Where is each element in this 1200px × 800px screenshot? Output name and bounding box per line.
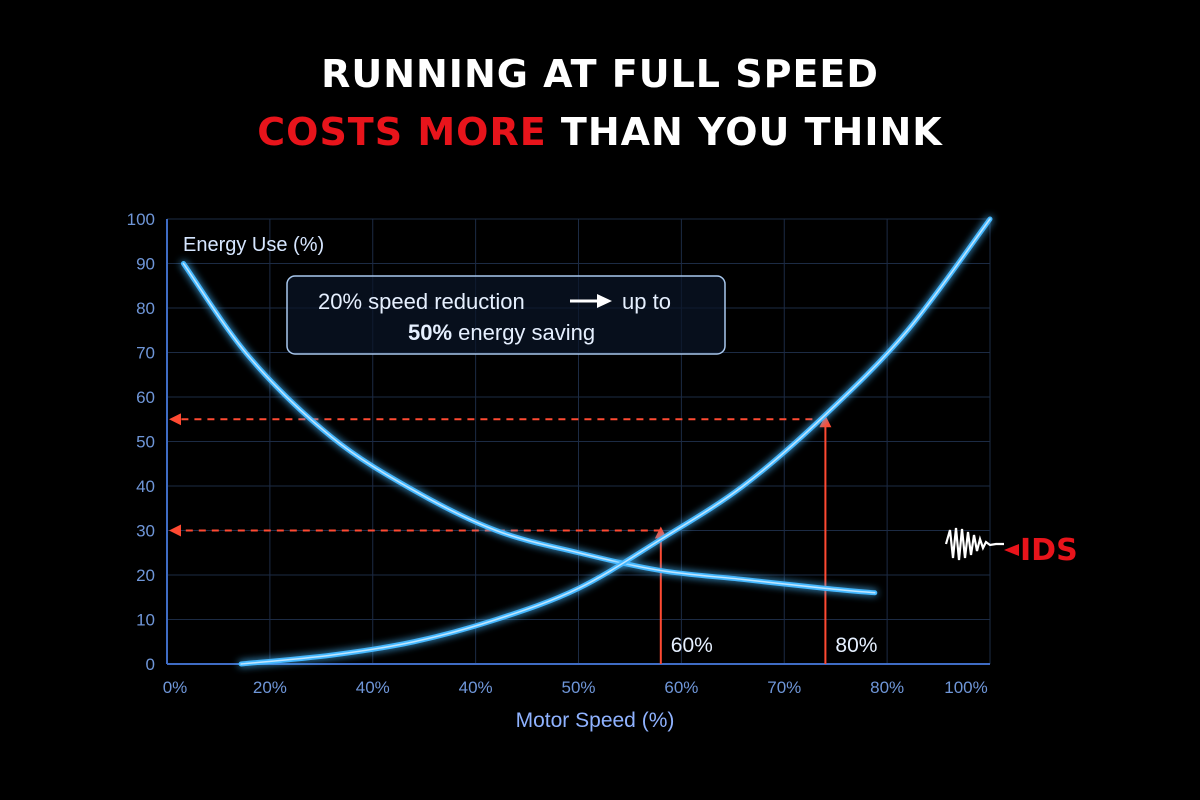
x-tick-label: 40%	[459, 678, 493, 697]
marker-label: 80%	[835, 634, 877, 657]
y-tick-label: 90	[136, 255, 155, 274]
x-tick-label: 20%	[253, 678, 287, 697]
callout-line2-bold: 50%	[408, 320, 452, 345]
x-tick-label: 0%	[163, 678, 188, 697]
arrow-right-icon	[570, 294, 612, 308]
headline-line-2: COSTS MORE THAN YOU THINK	[0, 110, 1200, 154]
y-tick-label: 10	[136, 611, 155, 630]
chart-annotations: 60% 80%	[169, 413, 877, 664]
headline-rest: THAN YOU THINK	[546, 110, 943, 154]
y-tick-label: 70	[136, 344, 155, 363]
x-axis-label: Motor Speed (%)	[516, 709, 675, 732]
x-tick-label: 40%	[356, 678, 390, 697]
y-tick-label: 0	[146, 655, 155, 674]
headline-highlight: COSTS MORE	[257, 110, 547, 154]
series-line-core-1	[182, 262, 876, 594]
y-tick-label: 40	[136, 477, 155, 496]
callout-line1-pre: 20% speed reduction	[318, 289, 525, 314]
y-tick-label: 80	[136, 299, 155, 318]
ids-logo: IDS	[944, 520, 1079, 570]
chart-series	[180, 216, 993, 667]
x-tick-label: 80%	[870, 678, 904, 697]
series-line-core-2	[240, 218, 991, 665]
x-tick-label: 100%	[944, 678, 987, 697]
callout-box: 20% speed reduction up to 50% energy sav…	[286, 275, 726, 355]
y-tick-label: 30	[136, 522, 155, 541]
svg-text:50% energy saving: 50% energy saving	[408, 320, 595, 345]
ids-logo-text: IDS	[1020, 533, 1078, 568]
headline-line-1: RUNNING AT FULL SPEED	[321, 52, 879, 96]
chart-axes: 0 10 20 30 40 50 60 70 80 90 100 0% 20% 40% 40% 50% 60% 7…	[127, 210, 990, 697]
x-tick-label: 60%	[664, 678, 698, 697]
x-tick-label: 50%	[561, 678, 595, 697]
callout-line2-rest: energy saving	[452, 320, 595, 345]
marker-label: 60%	[671, 634, 713, 657]
callout-line1-post: up to	[622, 289, 671, 314]
y-tick-label: 50	[136, 433, 155, 452]
y-tick-label: 20	[136, 566, 155, 585]
y-tick-label: 60	[136, 388, 155, 407]
y-axis-label: Energy Use (%)	[183, 234, 324, 256]
x-tick-label: 70%	[767, 678, 801, 697]
coil-icon	[944, 527, 1004, 561]
svg-text:20% speed reduction: 20% speed reduction	[318, 289, 525, 314]
y-tick-label: 100	[127, 210, 155, 229]
